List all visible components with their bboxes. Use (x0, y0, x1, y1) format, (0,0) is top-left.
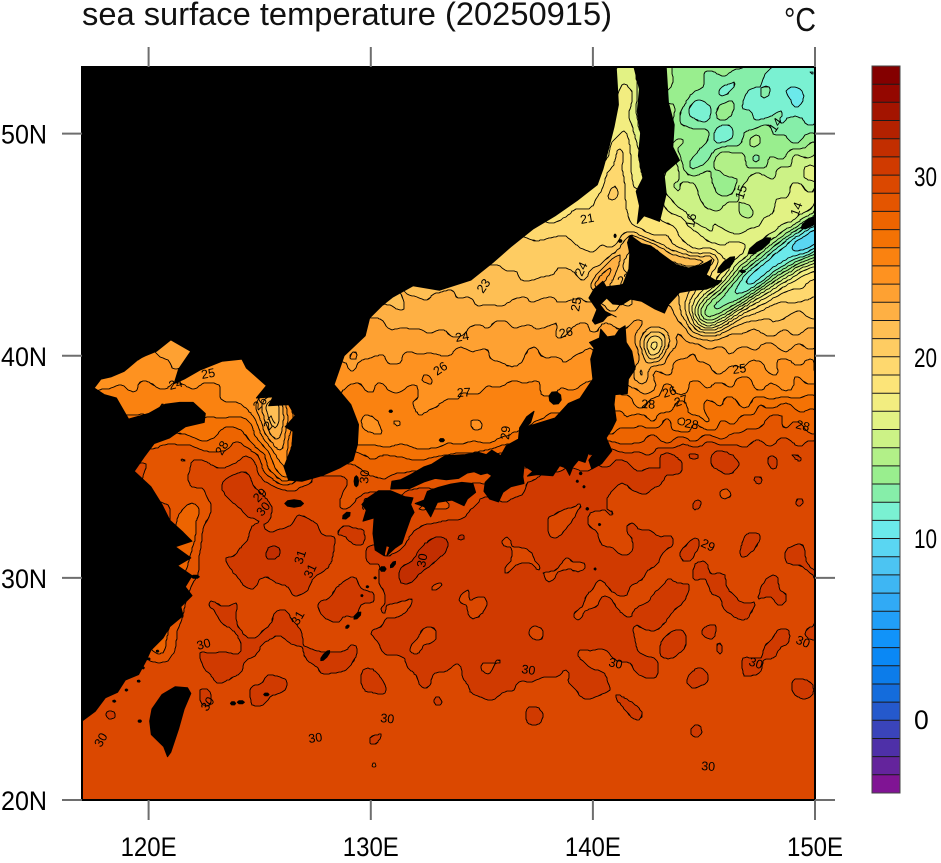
svg-text:27: 27 (456, 385, 471, 400)
svg-text:30: 30 (357, 469, 372, 484)
svg-text:30: 30 (198, 694, 217, 713)
svg-text:23: 23 (474, 276, 493, 295)
svg-text:29: 29 (498, 425, 513, 440)
svg-text:26: 26 (661, 383, 679, 401)
svg-text:25: 25 (731, 361, 747, 377)
svg-text:130E: 130E (343, 832, 399, 858)
svg-text:26: 26 (431, 359, 450, 378)
svg-text:30N: 30N (1, 564, 47, 594)
svg-text:40N: 40N (1, 342, 47, 372)
svg-text:20N: 20N (1, 786, 47, 816)
svg-text:31: 31 (301, 562, 320, 581)
svg-text:120E: 120E (121, 832, 177, 858)
svg-text:28: 28 (212, 438, 231, 457)
svg-text:30: 30 (195, 636, 212, 653)
svg-text:24: 24 (454, 329, 470, 345)
svg-text:25: 25 (568, 296, 584, 312)
svg-text:150E: 150E (787, 832, 843, 858)
svg-text:0: 0 (914, 705, 929, 735)
svg-text:10: 10 (914, 524, 937, 554)
svg-text:30: 30 (91, 730, 110, 749)
svg-text:28: 28 (794, 417, 811, 434)
svg-text:27: 27 (672, 392, 690, 410)
svg-text:16: 16 (683, 212, 699, 228)
svg-text:15: 15 (733, 183, 751, 201)
svg-text:31: 31 (288, 608, 307, 627)
svg-text:30: 30 (701, 759, 716, 774)
svg-text:30: 30 (794, 633, 812, 651)
svg-text:20: 20 (914, 343, 937, 373)
svg-text:30: 30 (914, 162, 937, 192)
svg-text:sea surface temperature (20250: sea surface temperature (20250915) (82, 0, 612, 32)
svg-text:30: 30 (521, 662, 537, 678)
svg-text:29: 29 (359, 496, 376, 513)
svg-text:°C: °C (784, 1, 816, 38)
svg-text:30: 30 (747, 655, 765, 673)
svg-text:140E: 140E (565, 832, 621, 858)
svg-text:50N: 50N (1, 120, 47, 150)
svg-text:24: 24 (167, 376, 184, 393)
svg-text:24: 24 (572, 260, 591, 279)
svg-text:14: 14 (766, 115, 785, 134)
svg-text:30: 30 (380, 711, 395, 726)
svg-text:30: 30 (414, 552, 430, 568)
svg-text:28: 28 (683, 416, 699, 432)
svg-text:21: 21 (579, 211, 595, 227)
svg-text:22: 22 (615, 270, 634, 289)
svg-text:31: 31 (292, 548, 310, 566)
svg-text:30: 30 (307, 730, 323, 746)
svg-text:29: 29 (699, 536, 718, 555)
svg-text:14: 14 (788, 200, 806, 218)
svg-text:28: 28 (641, 397, 656, 412)
svg-text:26: 26 (558, 324, 575, 341)
svg-text:25: 25 (200, 366, 216, 382)
svg-text:30: 30 (607, 655, 624, 672)
